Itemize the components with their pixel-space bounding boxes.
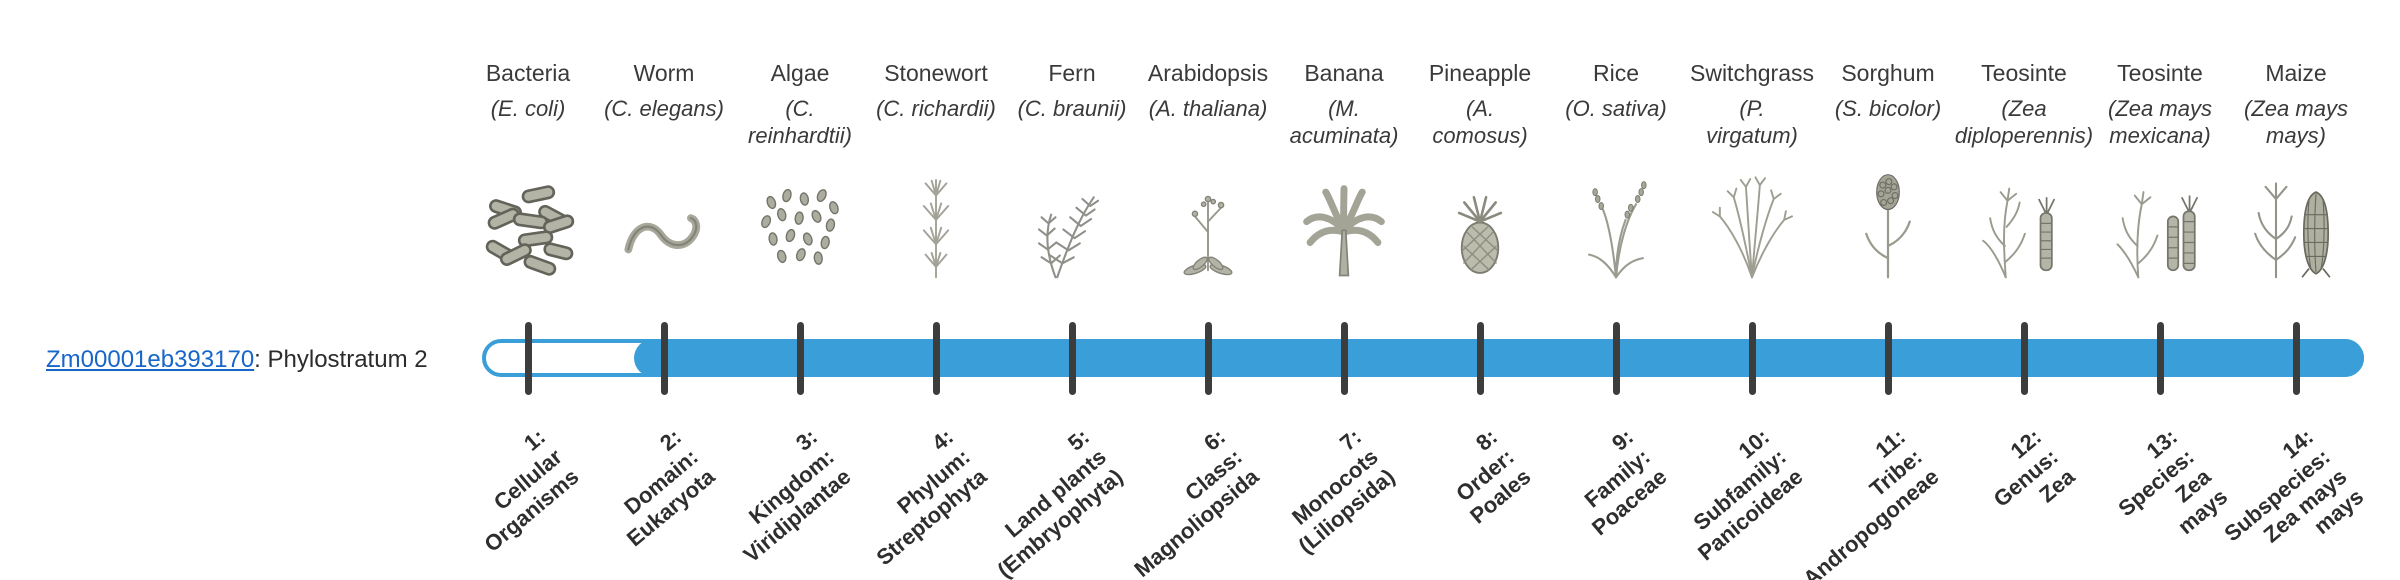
species-column: Stonewort (C. richardii)	[866, 60, 1006, 279]
phylostratum-bar	[482, 339, 2364, 377]
species-column: Rice (O. sativa)	[1546, 60, 1686, 279]
species-column: Teosinte (Zea mays mexicana)	[2090, 60, 2230, 279]
species-scientific-name: (S. bicolor)	[1834, 96, 1942, 121]
stonewort-illustration	[866, 157, 1006, 279]
species-common-name: Fern	[1048, 60, 1096, 86]
stratum-tick-2	[661, 322, 668, 395]
gene-label: Zm00001eb393170: Phylostratum 2	[46, 346, 428, 374]
gene-phylostratum-text: : Phylostratum 2	[254, 346, 428, 373]
species-column: Maize (Zea mays mays)	[2226, 60, 2366, 279]
species-common-name: Bacteria	[485, 60, 571, 86]
teosinte-b-illustration	[2090, 157, 2230, 279]
species-common-name: Rice	[1592, 60, 1639, 86]
species-common-name: Sorghum	[1841, 60, 1935, 86]
species-common-name: Banana	[1304, 60, 1384, 86]
species-common-name: Maize	[2265, 60, 2327, 86]
worm-illustration	[594, 157, 734, 279]
stratum-tick-4	[933, 322, 940, 395]
arabidopsis-illustration	[1138, 157, 1278, 279]
species-column: Fern (C. braunii)	[1002, 60, 1142, 279]
stratum-tick-13	[2157, 322, 2164, 395]
stratum-tick-10	[1749, 322, 1756, 395]
species-column: Worm (C. elegans)	[594, 60, 734, 279]
species-scientific-name: (P. virgatum)	[1706, 96, 1798, 148]
species-column: Arabidopsis (A. thaliana)	[1138, 60, 1278, 279]
gene-id-link[interactable]: Zm00001eb393170	[46, 346, 255, 373]
stratum-tick-5	[1069, 322, 1076, 395]
species-common-name: Worm	[633, 60, 695, 86]
bacteria-illustration	[458, 157, 598, 279]
sorghum-illustration	[1818, 157, 1958, 279]
species-column: Algae (C. reinhardtii)	[730, 60, 870, 279]
stratum-tick-14	[2293, 322, 2300, 395]
species-common-name: Algae	[770, 60, 830, 86]
species-column: Sorghum (S. bicolor)	[1818, 60, 1958, 279]
stratum-tick-3	[797, 322, 804, 395]
maize-illustration	[2226, 157, 2366, 279]
stratum-tick-12	[2021, 322, 2028, 395]
stratum-tick-11	[1885, 322, 1892, 395]
species-scientific-name: (Zea diploperennis)	[1954, 96, 2094, 148]
stratum-tick-7	[1341, 322, 1348, 395]
species-common-name: Stonewort	[884, 60, 988, 86]
stratum-tick-1	[525, 322, 532, 395]
species-common-name: Teosinte	[2117, 60, 2203, 86]
species-scientific-name: (C. richardii)	[876, 96, 996, 121]
phylostratum-bar-fill	[634, 339, 2364, 377]
species-scientific-name: (M. acuminata)	[1289, 96, 1399, 148]
stratum-tick-6	[1205, 322, 1212, 395]
species-common-name: Pineapple	[1428, 60, 1532, 86]
species-scientific-name: (C. reinhardtii)	[748, 96, 852, 148]
switchgrass-illustration	[1682, 157, 1822, 279]
species-scientific-name: (A. comosus)	[1432, 96, 1528, 148]
banana-illustration	[1274, 157, 1414, 279]
algae-illustration	[730, 157, 870, 279]
species-scientific-name: (C. braunii)	[1017, 96, 1127, 121]
rice-illustration	[1546, 157, 1686, 279]
stratum-tick-8	[1477, 322, 1484, 395]
species-scientific-name: (E. coli)	[490, 96, 566, 121]
species-column: Bacteria (E. coli)	[458, 60, 598, 279]
teosinte-a-illustration	[1954, 157, 2094, 279]
fern-illustration	[1002, 157, 1142, 279]
species-column: Banana (M. acuminata)	[1274, 60, 1414, 279]
species-scientific-name: (O. sativa)	[1565, 96, 1667, 121]
species-scientific-name: (Zea mays mexicana)	[2108, 96, 2212, 148]
species-scientific-name: (A. thaliana)	[1148, 96, 1268, 121]
species-common-name: Switchgrass	[1690, 60, 1814, 86]
species-column: Pineapple (A. comosus)	[1410, 60, 1550, 279]
stratum-tick-9	[1613, 322, 1620, 395]
species-common-name: Teosinte	[1981, 60, 2067, 86]
species-common-name: Arabidopsis	[1147, 60, 1269, 86]
species-scientific-name: (Zea mays mays)	[2244, 96, 2348, 148]
pineapple-illustration	[1410, 157, 1550, 279]
species-scientific-name: (C. elegans)	[604, 96, 724, 121]
species-column: Teosinte (Zea diploperennis)	[1954, 60, 2094, 279]
species-column: Switchgrass (P. virgatum)	[1682, 60, 1822, 279]
